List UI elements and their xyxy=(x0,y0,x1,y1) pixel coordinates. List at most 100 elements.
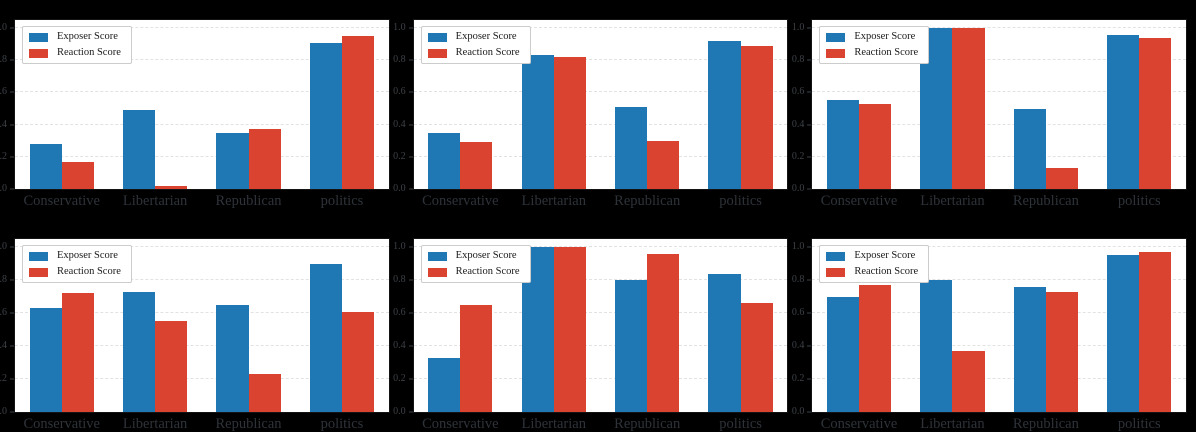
axes-top-left: 0.0 0.2 0.4 0.6 0.8 1.0 Conservative Libertaria… xyxy=(0,19,390,208)
axes-bottom-center: 0.0 0.2 0.4 0.6 0.8 1.0 Conservative Libertaria… xyxy=(393,238,789,431)
bar-reaction-score-libertarian xyxy=(952,28,985,189)
legend-item-label: Exposer Score xyxy=(455,31,517,42)
x-tick-label-conservative: Conservative xyxy=(820,193,898,209)
y-tick-mark xyxy=(408,312,413,314)
gridline xyxy=(413,27,788,29)
legend: Exposer Score Reaction Score xyxy=(420,26,531,65)
bar-reaction-score-conservative xyxy=(460,304,493,412)
x-tick-label-libertarian: Libertarian xyxy=(122,416,188,432)
x-tick-label-conservative: Conservative xyxy=(422,193,499,209)
gridline xyxy=(812,378,1186,380)
y-tick-mark xyxy=(10,156,14,158)
y-tick-mark xyxy=(10,188,14,190)
x-tick-label-conservative: Conservative xyxy=(820,416,898,432)
y-tick-label: 0.0 xyxy=(791,183,805,194)
bar-reaction-score-conservative xyxy=(859,285,892,412)
legend-item-label: Exposer Score xyxy=(57,250,118,261)
y-tick-label: 1.0 xyxy=(0,241,7,253)
gridline xyxy=(413,312,788,314)
bar-exposer-score-politics xyxy=(708,273,741,412)
gridline xyxy=(812,27,1186,29)
bar-reaction-score-republican xyxy=(1045,291,1078,412)
legend-swatch-icon xyxy=(29,251,48,261)
bar-reaction-score-republican xyxy=(647,253,680,412)
y-tick-mark xyxy=(10,124,14,126)
y-tick-mark xyxy=(10,27,14,29)
subplot-bottom-center: 0.0 0.2 0.4 0.6 0.8 1.0 Conservative Libertaria… xyxy=(393,213,798,431)
y-tick-label: 0.6 xyxy=(393,307,406,319)
bar-reaction-score-libertarian xyxy=(952,351,985,412)
y-tick-mark xyxy=(807,188,812,190)
y-tick-mark xyxy=(10,378,14,380)
legend-item-reaction-score: Reaction Score xyxy=(427,266,520,278)
bar-exposer-score-republican xyxy=(615,280,648,412)
x-tick-label-conservative: Conservative xyxy=(23,416,100,432)
bar-reaction-score-politics xyxy=(1139,37,1172,189)
y-tick-label: 0.4 xyxy=(791,340,805,352)
legend-item-reaction-score: Reaction Score xyxy=(826,47,918,59)
legend-swatch-icon xyxy=(427,48,447,58)
legend-swatch-icon xyxy=(29,32,48,42)
y-tick-label: 0.8 xyxy=(791,274,805,286)
legend-swatch-icon xyxy=(826,267,846,277)
gridline xyxy=(812,246,1186,248)
y-tick-label: 0.6 xyxy=(0,307,7,319)
y-tick-label: 0.0 xyxy=(393,406,406,417)
gridline xyxy=(413,345,788,347)
x-tick-label-republican: Republican xyxy=(215,416,282,432)
bar-reaction-score-libertarian xyxy=(553,247,586,412)
legend: Exposer Score Reaction Score xyxy=(22,26,132,65)
y-tick-mark xyxy=(408,27,413,29)
legend-item-label: Reaction Score xyxy=(455,266,520,278)
y-tick-label: 0.6 xyxy=(791,307,805,319)
y-tick-mark xyxy=(807,91,812,93)
legend-item-label: Reaction Score xyxy=(854,47,919,59)
x-tick-label-republican: Republican xyxy=(1012,193,1079,209)
y-tick-mark xyxy=(408,411,413,413)
gridline xyxy=(812,155,1186,157)
bar-exposer-score-conservative xyxy=(826,296,859,412)
y-tick-label: 0.0 xyxy=(393,183,406,194)
subplot-top-right: 0.0 0.2 0.4 0.6 0.8 1.0 Conservative Libertaria… xyxy=(792,0,1196,213)
y-tick-mark xyxy=(807,312,812,314)
gridline xyxy=(15,378,389,380)
y-tick-mark xyxy=(807,411,812,413)
bar-exposer-score-conservative xyxy=(428,132,461,189)
bar-reaction-score-politics xyxy=(1139,252,1172,412)
y-tick-mark xyxy=(807,124,812,126)
bar-exposer-score-libertarian xyxy=(920,280,953,412)
y-tick-label: 0.2 xyxy=(791,150,805,162)
y-tick-label: 0.2 xyxy=(791,373,805,385)
y-tick-mark xyxy=(408,378,413,380)
x-tick-label-republican: Republican xyxy=(614,193,681,209)
gridline xyxy=(812,312,1186,314)
y-tick-label: 0.2 xyxy=(0,373,7,385)
bar-reaction-score-libertarian xyxy=(155,321,188,412)
x-tick-label-libertarian: Libertarian xyxy=(521,193,586,209)
y-tick-label: 0.8 xyxy=(393,274,406,286)
axes-top-right: 0.0 0.2 0.4 0.6 0.8 1.0 Conservative Libertaria… xyxy=(792,19,1187,208)
x-tick-label-conservative: Conservative xyxy=(23,193,100,209)
legend-item-exposer-score: Exposer Score xyxy=(427,31,520,43)
y-tick-label: 1.0 xyxy=(393,241,406,253)
bar-reaction-score-politics xyxy=(341,311,375,412)
y-tick-label: 0.0 xyxy=(0,183,7,194)
x-tick-label-libertarian: Libertarian xyxy=(920,416,985,432)
bar-exposer-score-republican xyxy=(615,106,648,189)
y-tick-label: 0.6 xyxy=(0,86,7,98)
legend-swatch-icon xyxy=(29,267,48,277)
y-tick-mark xyxy=(408,279,413,281)
legend-swatch-icon xyxy=(427,251,447,261)
bar-reaction-score-republican xyxy=(248,374,281,412)
y-tick-mark xyxy=(408,59,413,61)
bar-reaction-score-conservative xyxy=(61,293,94,412)
y-tick-label: 0.8 xyxy=(0,274,7,286)
gridline xyxy=(15,123,389,125)
legend: Exposer Score Reaction Score xyxy=(819,26,930,65)
y-tick-label: 0.0 xyxy=(0,406,7,417)
y-tick-mark xyxy=(807,59,812,61)
legend-swatch-icon xyxy=(29,48,48,58)
bar-exposer-score-republican xyxy=(1013,108,1046,189)
bar-exposer-score-politics xyxy=(309,42,342,189)
